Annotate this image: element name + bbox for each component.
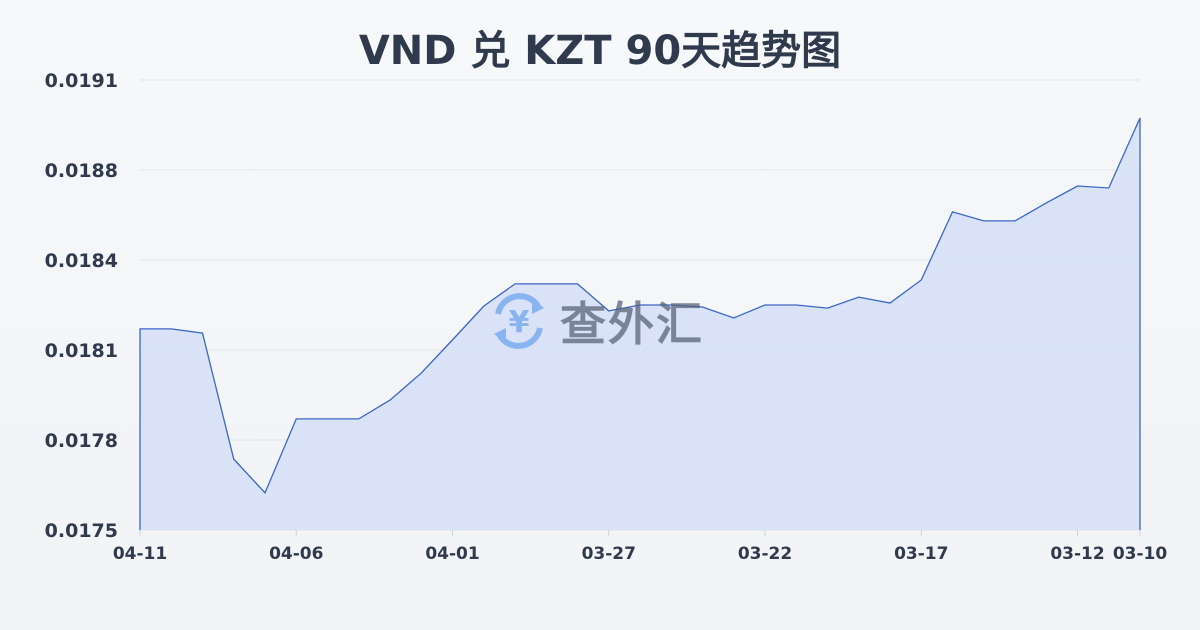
y-tick-label: 0.0181 [45, 340, 118, 362]
x-tick-label: 03-27 [582, 544, 636, 564]
chart-title: VND 兑 KZT 90天趋势图 [358, 28, 842, 74]
y-tick-label: 0.0188 [45, 160, 118, 182]
x-tick-label: 04-01 [425, 544, 479, 564]
y-tick-label: 0.0178 [45, 430, 118, 452]
area-fill [140, 117, 1140, 530]
y-tick-label: 0.0184 [45, 250, 118, 272]
x-tick-label: 03-12 [1050, 544, 1104, 564]
x-tick-label: 04-11 [113, 544, 167, 564]
y-tick-label: 0.0175 [45, 520, 118, 542]
y-tick-label: 0.0191 [45, 70, 118, 92]
yen-exchange-icon: ¥ [494, 293, 544, 349]
x-tick-label: 04-06 [269, 544, 323, 564]
series-line [139, 117, 1141, 530]
x-tick-label: 03-10 [1113, 544, 1168, 564]
x-tick-label: 03-17 [894, 544, 948, 564]
watermark-text: 查外汇 [560, 297, 704, 351]
watermark: ¥ 查外汇 [488, 288, 704, 354]
svg-text:¥: ¥ [509, 305, 530, 340]
x-tick-label: 03-22 [738, 544, 792, 564]
